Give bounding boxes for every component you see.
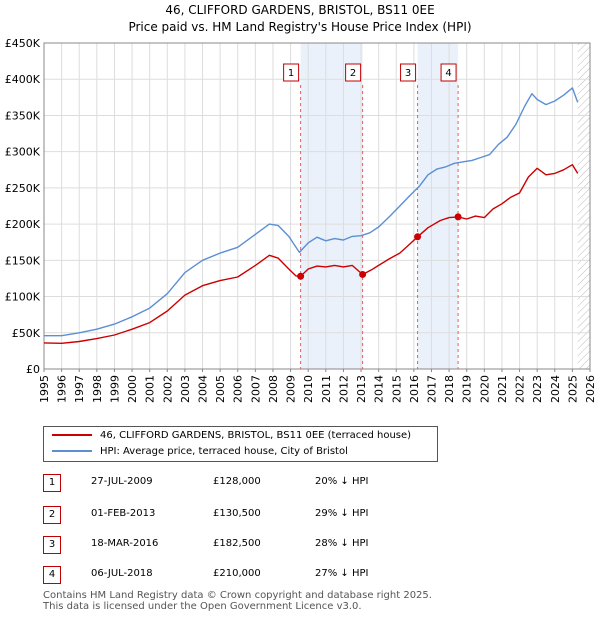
y-tick-label: £400K xyxy=(5,73,41,86)
legend-label-property: 46, CLIFFORD GARDENS, BRISTOL, BS11 0EE … xyxy=(100,430,412,441)
sale-hpi-diff: 27% ↓ HPI xyxy=(315,568,369,579)
sale-price: £130,500 xyxy=(213,508,261,519)
y-tick-label: £300K xyxy=(5,146,41,159)
x-tick-label: 2025 xyxy=(566,375,579,403)
sale-price: £128,000 xyxy=(213,476,261,487)
x-tick-label: 1996 xyxy=(56,375,69,403)
y-tick-label: £450K xyxy=(5,37,41,50)
sale-marker-number: 3 xyxy=(405,68,411,79)
x-tick-label: 2008 xyxy=(267,375,280,403)
x-tick-label: 1995 xyxy=(38,375,51,403)
sale-number-badge: 1 xyxy=(43,474,61,492)
sale-hpi-diff: 20% ↓ HPI xyxy=(315,476,369,487)
x-tick-label: 1998 xyxy=(91,375,104,403)
y-tick-label: £100K xyxy=(5,291,41,304)
x-tick-label: 1999 xyxy=(108,375,121,403)
x-tick-label: 2017 xyxy=(425,375,438,403)
sale-row: 4 06-JUL-2018 £210,000 27% ↓ HPI xyxy=(43,566,463,586)
sale-date: 06-JUL-2018 xyxy=(91,568,153,579)
legend-item-hpi: HPI: Average price, terraced house, City… xyxy=(52,444,348,460)
sale-marker-number: 2 xyxy=(350,68,356,79)
x-tick-label: 2009 xyxy=(285,375,298,403)
x-tick-label: 2015 xyxy=(390,375,403,403)
x-tick-label: 2001 xyxy=(144,375,157,403)
chart-subtitle: Price paid vs. HM Land Registry's House … xyxy=(128,20,472,34)
x-tick-label: 2021 xyxy=(496,375,509,403)
x-tick-label: 2023 xyxy=(531,375,544,403)
x-tick-label: 2026 xyxy=(584,375,597,403)
x-tick-label: 2003 xyxy=(179,375,192,403)
sale-date: 27-JUL-2009 xyxy=(91,476,153,487)
x-tick-label: 2013 xyxy=(355,375,368,403)
x-tick-label: 2002 xyxy=(161,375,174,403)
y-tick-label: £0 xyxy=(26,363,40,376)
sale-row: 1 27-JUL-2009 £128,000 20% ↓ HPI xyxy=(43,474,463,494)
sale-point xyxy=(414,233,422,241)
legend-swatch-property xyxy=(52,434,92,436)
sale-number-badge: 2 xyxy=(43,506,61,524)
sale-hpi-diff: 28% ↓ HPI xyxy=(315,538,369,549)
x-tick-label: 2010 xyxy=(302,375,315,403)
legend-swatch-hpi xyxy=(52,450,92,452)
x-tick-label: 2006 xyxy=(232,375,245,403)
sale-row: 3 18-MAR-2016 £182,500 28% ↓ HPI xyxy=(43,536,463,556)
x-tick-label: 2020 xyxy=(478,375,491,403)
x-tick-label: 2007 xyxy=(249,375,262,403)
sale-marker-number: 4 xyxy=(445,68,451,79)
sale-marker-box xyxy=(345,63,362,82)
sale-hpi-diff: 29% ↓ HPI xyxy=(315,508,369,519)
sale-date: 01-FEB-2013 xyxy=(91,508,156,519)
x-tick-label: 2014 xyxy=(373,375,386,403)
plot-frame xyxy=(43,42,591,370)
hpi-line xyxy=(44,87,579,337)
sale-marker-number: 1 xyxy=(288,68,294,79)
x-tick-label: 2024 xyxy=(549,375,562,403)
sale-point xyxy=(297,272,305,280)
price-chart: £0 £50K £100K £150K £200K £250K £300K £350K £400… xyxy=(5,37,597,403)
x-tick-label: 2019 xyxy=(461,375,474,403)
y-tick-label: £200K xyxy=(5,218,41,231)
chart-title: 46, CLIFFORD GARDENS, BRISTOL, BS11 0EE xyxy=(165,3,435,17)
x-tick-label: 2000 xyxy=(126,375,139,403)
legend-label-hpi: HPI: Average price, terraced house, City… xyxy=(100,446,348,457)
sale-marker-box xyxy=(283,63,300,82)
x-tick-label: 2004 xyxy=(197,375,210,403)
sale-marker-box xyxy=(400,63,417,82)
y-tick-label: £350K xyxy=(5,109,41,122)
y-tick-label: £50K xyxy=(12,327,41,340)
sale-marker-box xyxy=(440,63,457,82)
x-tick-label: 2018 xyxy=(443,375,456,403)
sale-row: 2 01-FEB-2013 £130,500 29% ↓ HPI xyxy=(43,506,463,526)
legend-item-property: 46, CLIFFORD GARDENS, BRISTOL, BS11 0EE … xyxy=(52,428,411,444)
sale-point xyxy=(454,213,462,221)
sale-number-badge: 3 xyxy=(43,536,61,554)
sale-price: £210,000 xyxy=(213,568,261,579)
x-tick-label: 1997 xyxy=(73,375,86,403)
x-tick-label: 2011 xyxy=(320,375,333,403)
sale-date: 18-MAR-2016 xyxy=(91,538,159,549)
sale-point xyxy=(359,270,367,278)
x-tick-label: 2022 xyxy=(514,375,527,403)
y-tick-label: £250K xyxy=(5,182,41,195)
x-tick-label: 2012 xyxy=(337,375,350,403)
sale-price: £182,500 xyxy=(213,538,261,549)
x-tick-label: 2005 xyxy=(214,375,227,403)
x-tick-label: 2016 xyxy=(408,375,421,403)
footer-licence: This data is licensed under the Open Gov… xyxy=(43,601,362,612)
sale-period-highlight xyxy=(417,43,459,369)
sale-period-highlight xyxy=(300,43,363,369)
sale-number-badge: 4 xyxy=(43,566,61,584)
footer-copyright: Contains HM Land Registry data © Crown c… xyxy=(43,590,432,601)
forecast-hatch xyxy=(577,43,590,369)
y-tick-label: £150K xyxy=(5,254,41,267)
legend: 46, CLIFFORD GARDENS, BRISTOL, BS11 0EE … xyxy=(43,426,438,462)
